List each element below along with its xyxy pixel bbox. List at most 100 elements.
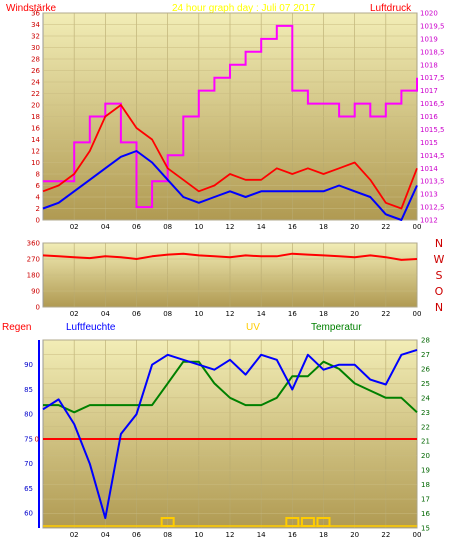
- direction-line: [42, 252, 418, 261]
- direction-y-tick: 0: [36, 304, 40, 312]
- wind-y-tick: 32: [31, 33, 40, 41]
- wind-x-tick: 18: [319, 223, 328, 231]
- wind-y-tick: 34: [31, 21, 40, 29]
- pressure-y-tick: 1014,5: [420, 152, 445, 160]
- pressure-y-tick: 1019: [420, 35, 438, 43]
- wind-y-tick: 6: [36, 182, 41, 190]
- wind-y-tick: 30: [31, 44, 40, 52]
- gust-line: [42, 150, 418, 221]
- humidity-y-tick: 75: [24, 435, 33, 443]
- temperature-y-tick: 22: [421, 423, 430, 431]
- pressure-y-tick: 1019,5: [420, 22, 445, 30]
- pressure-y-tick: 1017,5: [420, 74, 445, 82]
- pressure-y-tick: 1018: [420, 61, 438, 69]
- pressure-y-tick: 1013,5: [420, 178, 445, 186]
- temperature-y-tick: 24: [421, 394, 430, 402]
- temperature-y-tick: 18: [421, 481, 430, 489]
- pressure-y-tick: 1017: [420, 87, 438, 95]
- humidity-y-tick: 90: [24, 361, 33, 369]
- temperature-y-tick: 21: [421, 438, 430, 446]
- wind-y-tick: 24: [31, 79, 40, 87]
- pressure-y-tick: 1012,5: [420, 204, 445, 212]
- wind-y-tick: 36: [31, 10, 40, 18]
- temperature-y-tick: 20: [421, 452, 430, 460]
- wind-x-tick: 02: [70, 223, 79, 231]
- pressure-y-tick: 1012: [420, 217, 438, 225]
- wind-x-tick: 12: [226, 223, 235, 231]
- wind-x-tick: 04: [101, 223, 110, 231]
- climate-x-tick: 04: [101, 531, 110, 539]
- direction-x-tick: 04: [101, 310, 110, 318]
- direction-x-tick: 22: [381, 310, 390, 318]
- wind-y-tick: 0: [36, 217, 40, 225]
- direction-y-tick: 270: [27, 256, 40, 264]
- climate-x-tick: 18: [319, 531, 328, 539]
- direction-x-tick: 02: [70, 310, 79, 318]
- wind-y-tick: 22: [31, 90, 40, 98]
- wind-y-tick: 14: [31, 136, 40, 144]
- uv-axis-title: UV: [246, 322, 260, 333]
- direction-x-tick: 10: [194, 310, 203, 318]
- climate-x-tick: 16: [288, 531, 297, 539]
- humidity-line: [42, 348, 418, 520]
- wind-y-tick: 10: [31, 159, 40, 167]
- direction-compass-label: S: [436, 269, 443, 282]
- pressure-y-tick: 1016: [420, 113, 438, 121]
- wind-x-tick: 10: [194, 223, 203, 231]
- temperature-y-tick: 15: [421, 525, 430, 533]
- wind-y-tick: 26: [31, 67, 40, 75]
- pressure-line: [43, 24, 418, 209]
- direction-y-tick: 90: [31, 288, 40, 296]
- wind-y-tick: 12: [31, 148, 40, 156]
- left-axis-title: Windstärke: [6, 3, 57, 14]
- climate-x-tick: 06: [132, 531, 141, 539]
- wind-x-tick: 16: [288, 223, 297, 231]
- direction-x-tick: 00: [413, 310, 422, 318]
- direction-x-tick: 16: [288, 310, 297, 318]
- temperature-y-tick: 27: [421, 351, 430, 359]
- climate-x-tick: 12: [226, 531, 235, 539]
- direction-x-tick: 20: [350, 310, 359, 318]
- direction-x-tick: 18: [319, 310, 328, 318]
- humidity-axis-title: Luftfeuchte: [66, 322, 116, 333]
- wind-y-tick: 16: [31, 125, 40, 133]
- direction-x-tick: 12: [226, 310, 235, 318]
- humidity-y-tick: 80: [24, 411, 33, 419]
- wind-x-tick: 22: [381, 223, 390, 231]
- wind-x-tick: 00: [413, 223, 422, 231]
- wind-line: [42, 104, 418, 210]
- temperature-y-tick: 25: [421, 380, 430, 388]
- temperature-y-tick: 19: [421, 467, 430, 475]
- temperature-y-tick: 26: [421, 365, 430, 373]
- wind-y-tick: 20: [31, 102, 40, 110]
- direction-compass-label: N: [435, 237, 443, 250]
- pressure-y-tick: 1015,5: [420, 126, 445, 134]
- temperature-y-tick: 16: [421, 510, 430, 518]
- humidity-y-tick: 70: [24, 460, 33, 468]
- right-axis-title: Luftdruck: [370, 3, 412, 14]
- temperature-line: [43, 360, 418, 414]
- direction-compass-label: O: [435, 285, 444, 298]
- pressure-y-tick: 1014: [420, 165, 438, 173]
- wind-x-tick: 14: [257, 223, 266, 231]
- direction-compass-label: N: [435, 301, 443, 314]
- direction-compass-label: W: [434, 253, 445, 266]
- pressure-y-tick: 1020: [420, 10, 438, 18]
- wind-y-tick: 18: [31, 113, 40, 121]
- climate-x-tick: 08: [163, 531, 172, 539]
- wind-y-tick: 28: [31, 56, 40, 64]
- temperature-y-tick: 28: [421, 337, 430, 345]
- pressure-y-tick: 1013: [420, 191, 438, 199]
- direction-x-tick: 08: [163, 310, 172, 318]
- rain-y-tick: 0: [35, 435, 39, 443]
- wind-x-tick: 06: [132, 223, 141, 231]
- pressure-y-tick: 1018,5: [420, 48, 445, 56]
- climate-x-tick: 14: [257, 531, 266, 539]
- humidity-y-tick: 85: [24, 386, 33, 394]
- wind-x-tick: 20: [350, 223, 359, 231]
- humidity-y-tick: 60: [24, 510, 33, 518]
- climate-x-tick: 22: [381, 531, 390, 539]
- wind-y-tick: 8: [36, 171, 40, 179]
- temperature-y-tick: 23: [421, 409, 430, 417]
